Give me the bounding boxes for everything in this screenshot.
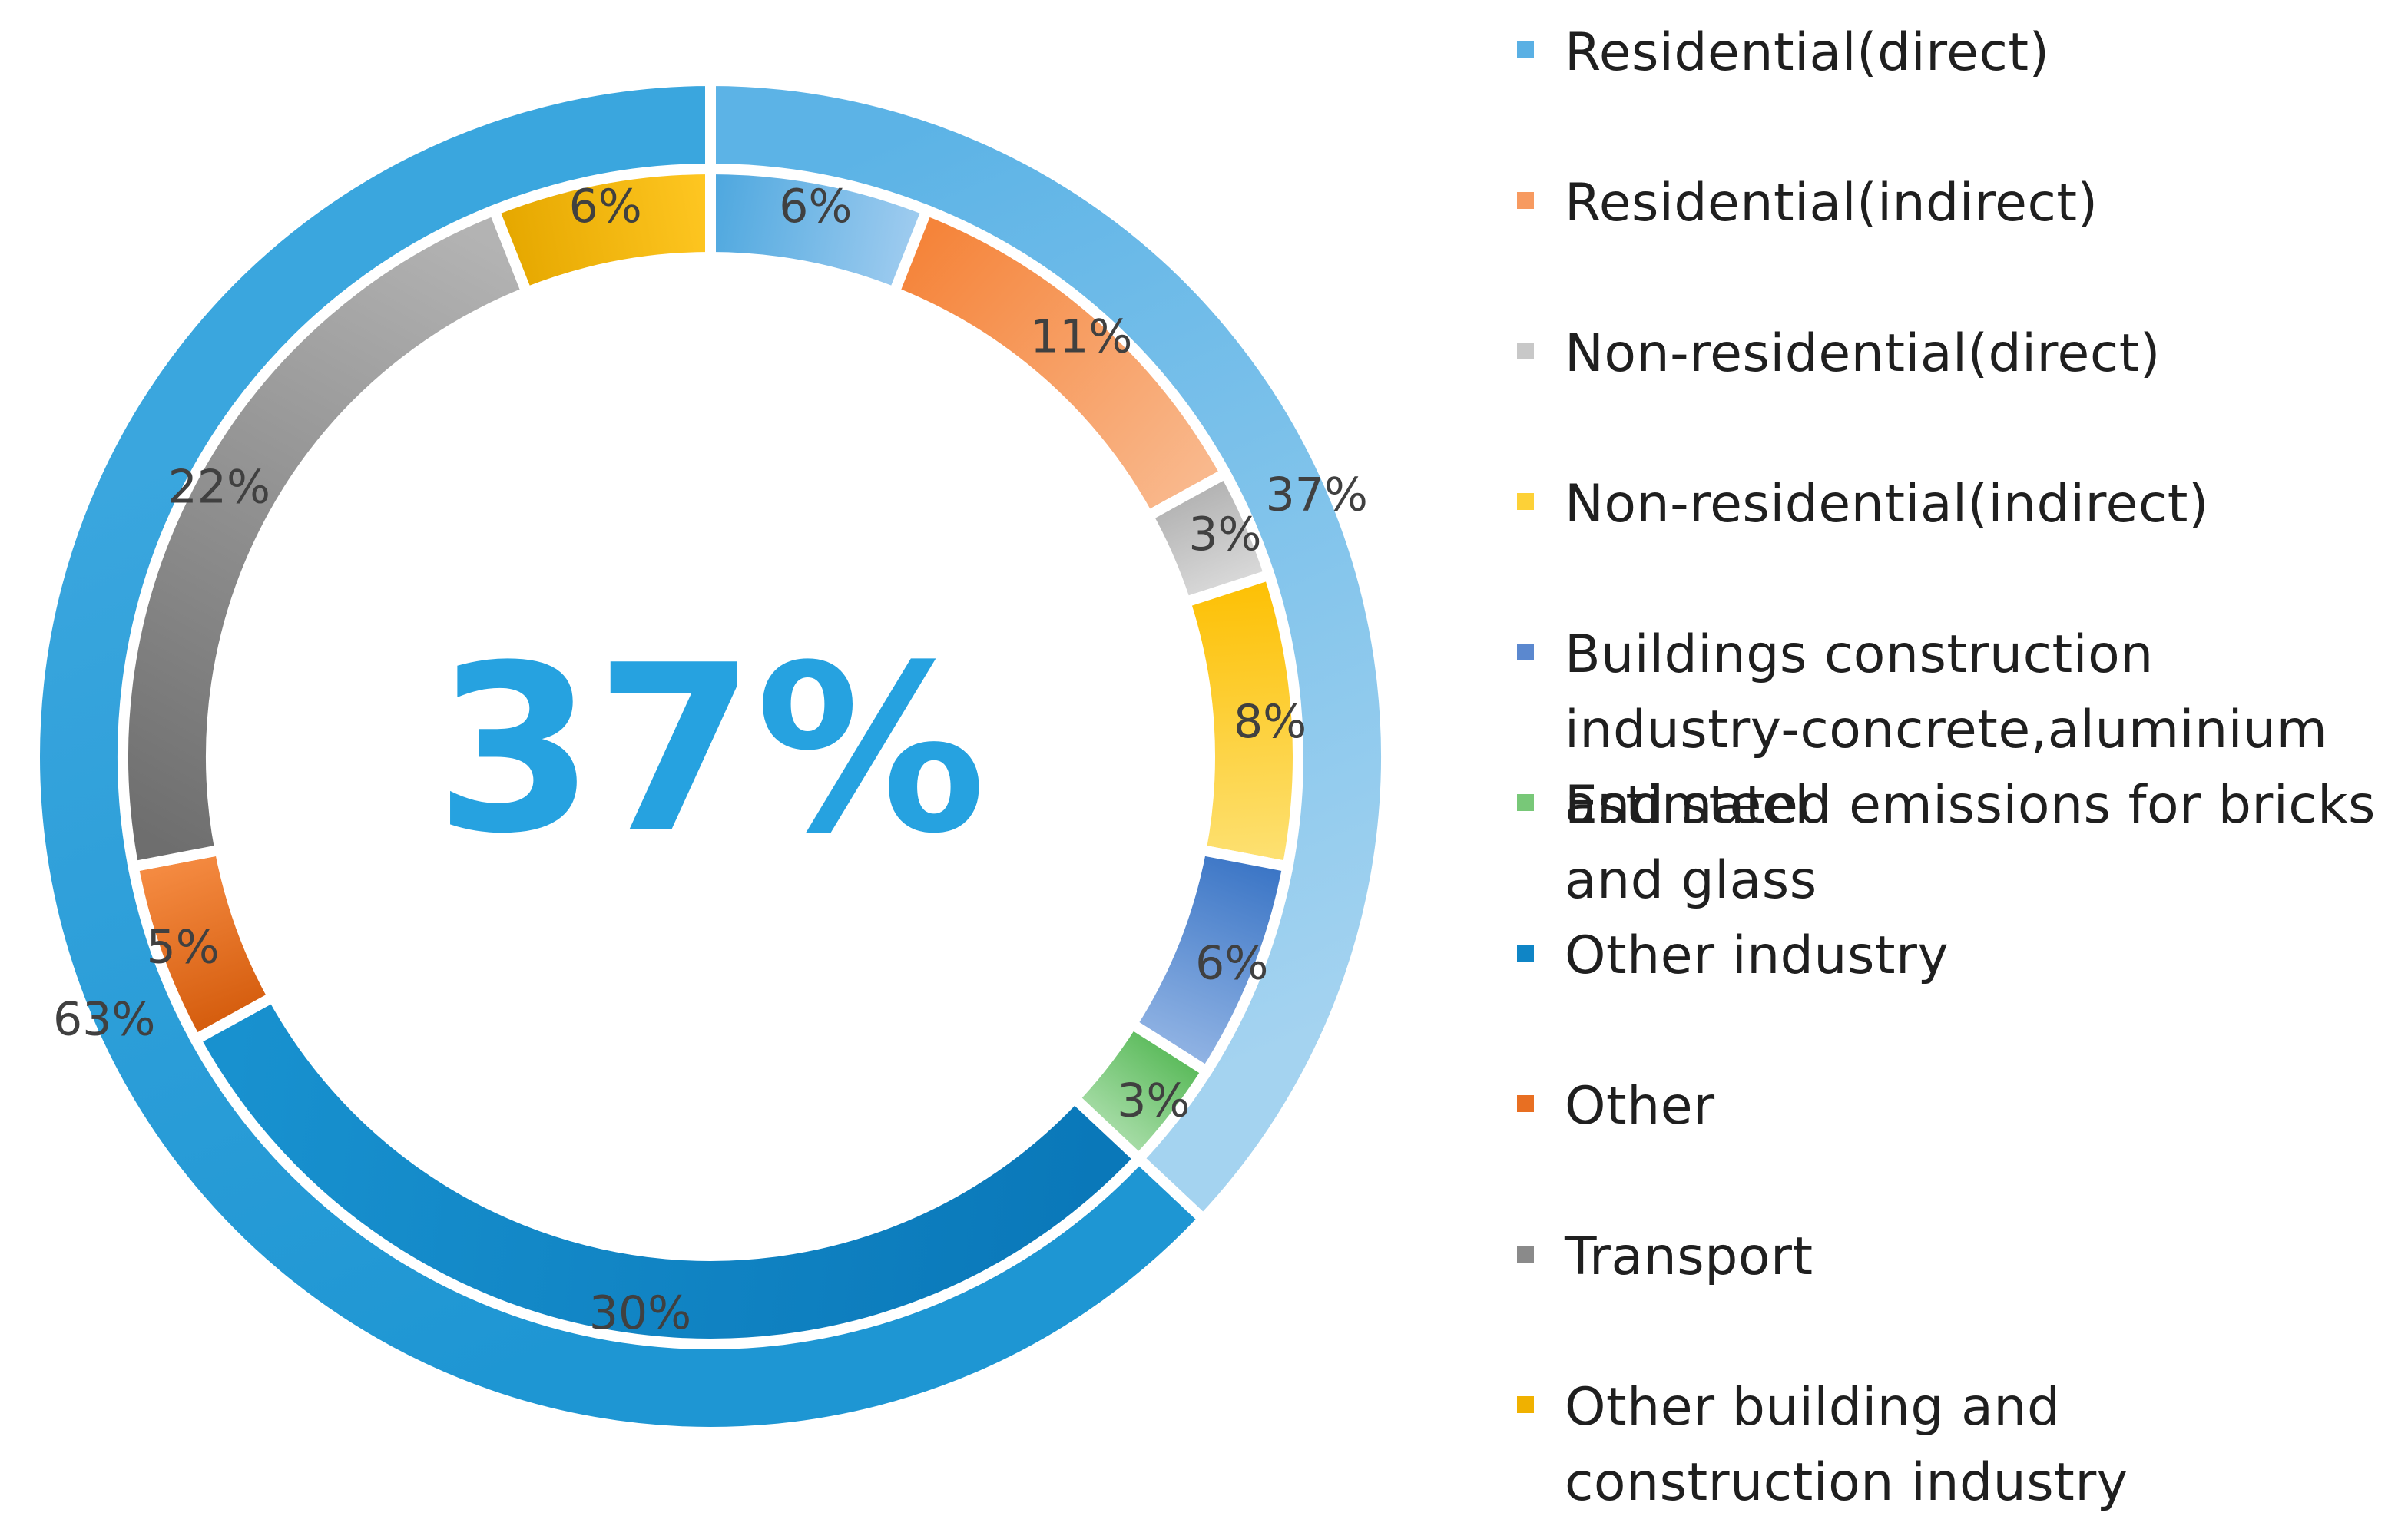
legend-item-residential-indirect: Residential(indirect) <box>1517 166 2400 241</box>
inner-slice-label: 6% <box>1195 937 1268 991</box>
inner-slice-other-building-and-construction-industry <box>487 163 716 300</box>
legend-swatch <box>1517 192 1534 209</box>
legend-label: Transport <box>1565 1226 1813 1287</box>
inner-slice-label: 5% <box>147 920 220 974</box>
legend-swatch <box>1517 41 1534 58</box>
legend-swatch <box>1517 945 1534 962</box>
legend-item-other-building-and-construction: Other building and construction industry <box>1517 1370 2400 1521</box>
inner-slice-label: 3% <box>1117 1074 1190 1127</box>
legend-swatch <box>1517 794 1534 811</box>
legend-swatch <box>1517 1396 1534 1413</box>
legend-label: Non-residential(direct) <box>1565 323 2161 384</box>
legend-swatch <box>1517 493 1534 510</box>
inner-ring <box>118 163 1303 1349</box>
legend-label: Residential(direct) <box>1565 22 2050 83</box>
legend-swatch <box>1517 1246 1534 1263</box>
legend-item-residential-direct: Residential(direct) <box>1517 15 2400 91</box>
legend-item-buildings-construction-industry: Buildings construction industry-concrete… <box>1517 617 2400 843</box>
legend-label: Other building and construction industry <box>1565 1377 2128 1513</box>
legend-item-other-industry: Other industry <box>1517 919 2400 994</box>
inner-slice-label: 6% <box>569 180 642 233</box>
inner-slice-label: 22% <box>168 460 270 514</box>
outer-slice-label: 37% <box>1266 468 1368 521</box>
legend-item-non-residential-direct: Non-residential(direct) <box>1517 316 2400 392</box>
legend-swatch <box>1517 343 1534 359</box>
legend-label: Non-residential(indirect) <box>1565 474 2209 535</box>
legend-label: Other <box>1565 1076 1715 1137</box>
nested-donut-chart: 37% 63% 6% 11% 3% 8% 6% 3% 30% 5% 22% 6% 37% <box>34 81 1386 1432</box>
legend-label: Residential(indirect) <box>1565 173 2098 233</box>
legend-label: Estimated emissions for bricks and glass <box>1565 775 2376 911</box>
legend-swatch <box>1517 644 1534 660</box>
legend-item-other: Other <box>1517 1069 2400 1144</box>
inner-slice-label: 8% <box>1234 695 1307 749</box>
slice-labels: 37% 63% 6% 11% 3% 8% 6% 3% 30% 5% 22% 6% <box>53 180 1368 1340</box>
legend-label: Other industry <box>1565 925 1949 986</box>
inner-slice-label: 3% <box>1188 508 1261 561</box>
legend-swatch <box>1517 1095 1534 1112</box>
inner-slice-label: 6% <box>779 180 852 233</box>
legend-item-bricks-and-glass: Estimated emissions for bricks and glass <box>1517 768 2400 919</box>
center-label: 37% <box>435 616 986 884</box>
legend-item-transport: Transport <box>1517 1220 2400 1295</box>
legend-item-non-residential-indirect: Non-residential(indirect) <box>1517 467 2400 542</box>
outer-slice-label: 63% <box>53 993 155 1047</box>
inner-slice-label: 30% <box>589 1286 691 1340</box>
inner-slice-label: 11% <box>1030 310 1132 363</box>
legend-label: Buildings construction industry-concrete… <box>1565 624 2328 836</box>
inner-slice-other-industry <box>188 989 1147 1349</box>
